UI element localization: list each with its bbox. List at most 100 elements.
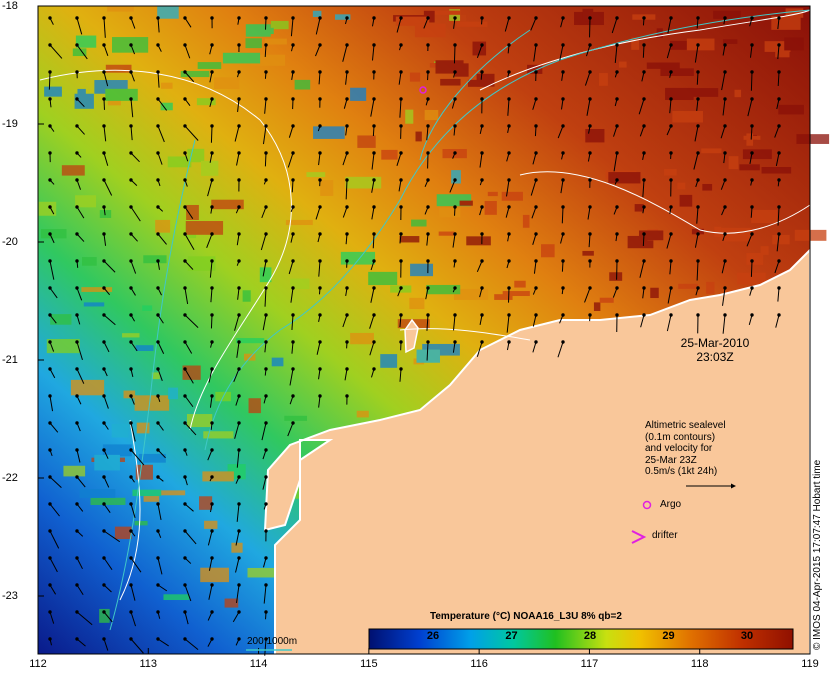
sst-patch <box>245 24 271 37</box>
colorbar <box>368 628 794 650</box>
velocity-origin <box>345 286 349 290</box>
velocity-origin <box>210 259 214 263</box>
velocity-origin <box>426 97 430 101</box>
velocity-origin <box>372 151 376 155</box>
velocity-origin <box>399 313 403 317</box>
velocity-arrow <box>264 152 267 167</box>
velocity-origin <box>453 70 457 74</box>
velocity-arrow <box>426 125 429 141</box>
velocity-origin <box>183 97 187 101</box>
velocity-origin <box>453 340 457 344</box>
sst-patch <box>599 73 608 86</box>
velocity-origin <box>129 475 133 479</box>
sst-patch <box>245 38 262 49</box>
velocity-origin <box>183 286 187 290</box>
velocity-origin <box>237 151 241 155</box>
velocity-origin <box>777 232 781 236</box>
velocity-origin <box>183 70 187 74</box>
velocity-arrow <box>76 476 86 488</box>
sst-patch <box>737 272 766 285</box>
velocity-origin <box>237 583 241 587</box>
sst-patch <box>409 297 425 310</box>
velocity-arrow <box>157 557 163 575</box>
velocity-arrow <box>318 395 321 408</box>
velocity-arrow <box>426 233 429 246</box>
sst-patch <box>163 594 190 601</box>
velocity-arrow <box>532 341 537 353</box>
velocity-origin <box>183 448 187 452</box>
velocity-origin <box>372 313 376 317</box>
velocity-origin <box>129 394 133 398</box>
velocity-arrow <box>184 233 195 251</box>
velocity-arrow <box>236 449 240 468</box>
velocity-arrow <box>264 638 267 656</box>
velocity-origin <box>318 16 322 20</box>
colorbar-tick: 29 <box>662 630 675 642</box>
velocity-origin <box>777 97 781 101</box>
argo-legend-label: Argo <box>660 499 682 510</box>
velocity-origin <box>615 124 619 128</box>
velocity-origin <box>102 394 106 398</box>
velocity-origin <box>777 178 781 182</box>
velocity-origin <box>642 16 646 20</box>
velocity-origin <box>750 232 754 236</box>
velocity-origin <box>264 340 268 344</box>
velocity-arrow <box>371 206 375 220</box>
velocity-origin <box>777 286 781 290</box>
velocity-origin <box>399 16 403 20</box>
sst-patch <box>582 8 594 22</box>
velocity-origin <box>318 367 322 371</box>
velocity-arrow <box>613 152 618 172</box>
velocity-arrow <box>130 503 136 519</box>
velocity-origin <box>102 259 106 263</box>
velocity-origin <box>129 205 133 209</box>
velocity-origin <box>129 313 133 317</box>
x-tick-label: 118 <box>690 658 709 670</box>
velocity-origin <box>156 475 160 479</box>
velocity-origin <box>507 70 511 74</box>
velocity-origin <box>453 97 457 101</box>
velocity-arrow <box>76 584 84 596</box>
velocity-origin <box>615 43 619 47</box>
velocity-origin <box>534 313 538 317</box>
sst-patch <box>312 10 322 17</box>
sst-patch <box>665 87 694 101</box>
velocity-arrow <box>318 260 321 277</box>
velocity-arrow <box>184 17 192 28</box>
velocity-origin <box>264 394 268 398</box>
sst-patch <box>340 251 376 265</box>
sst-patch <box>250 54 286 66</box>
velocity-origin <box>561 151 565 155</box>
velocity-origin <box>615 151 619 155</box>
sst-patch <box>187 256 216 271</box>
velocity-arrow <box>103 260 116 273</box>
velocity-arrow <box>208 584 213 600</box>
velocity-arrow <box>426 314 429 331</box>
sst-patch <box>134 395 170 411</box>
velocity-origin <box>102 313 106 317</box>
velocity-origin <box>669 151 673 155</box>
velocity-origin <box>588 259 592 263</box>
velocity-origin <box>696 43 700 47</box>
velocity-origin <box>102 151 106 155</box>
sst-patch <box>107 98 121 106</box>
velocity-arrow <box>209 260 213 278</box>
sst-patch <box>650 287 659 299</box>
velocity-arrow <box>666 314 672 332</box>
velocity-origin <box>723 313 727 317</box>
sst-patch <box>691 228 705 235</box>
sst-patch <box>81 287 113 292</box>
x-tick-label: 117 <box>580 658 599 670</box>
velocity-origin <box>426 259 430 263</box>
velocity-origin <box>399 70 403 74</box>
velocity-origin <box>75 340 79 344</box>
velocity-arrow <box>103 530 121 543</box>
velocity-origin <box>453 313 457 317</box>
velocity-origin <box>318 178 322 182</box>
velocity-arrow <box>184 287 189 305</box>
velocity-origin <box>48 16 52 20</box>
velocity-arrow <box>505 206 510 218</box>
velocity-arrow <box>103 341 110 353</box>
velocity-arrow <box>130 449 145 466</box>
velocity-arrow <box>316 341 321 355</box>
